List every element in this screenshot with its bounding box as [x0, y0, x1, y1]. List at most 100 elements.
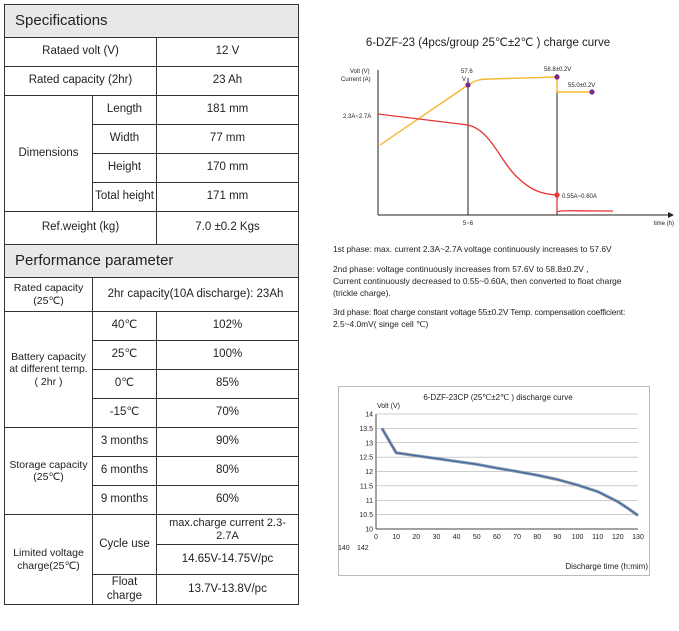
charge-xlabel: time (h): [654, 221, 674, 227]
label-current: 2.3A~2.7A: [343, 114, 371, 120]
storage-3m-value: 90%: [156, 427, 299, 457]
phase3-text-line1: 3rd phase: float charge constant voltage…: [333, 307, 626, 317]
discharge-chart-frame: [338, 386, 650, 576]
weight-tolerance: ±0.2 Kgs: [214, 221, 260, 234]
limited-voltage-label: Limited voltage charge(25℃): [4, 514, 93, 605]
temp-minus15-label: -15℃: [92, 398, 157, 428]
phase2-text-line3: (trickle charge).: [333, 288, 391, 298]
weight-number: 7.0: [195, 221, 212, 234]
discharge-y-tick-label: 13: [365, 440, 373, 447]
width-label: Width: [92, 124, 157, 154]
phase2-text-line1: 2nd phase: voltage continuously increase…: [333, 264, 589, 274]
height-value: 170 mm: [156, 153, 299, 183]
discharge-xlabel: Discharge time (h:mim): [565, 562, 648, 571]
point-550: [589, 89, 595, 95]
temp-0-label: 0℃: [92, 369, 157, 399]
discharge-extra-x-label-140: 140: [338, 545, 350, 552]
charge-chart-title: 6-DZF-23 (4pcs/group 25℃±2℃ ) charge cur…: [366, 37, 610, 49]
label-576: 57.6: [461, 69, 473, 75]
storage-3m-label: 3 months: [92, 427, 157, 457]
storage-6m-value: 80%: [156, 456, 299, 486]
storage-9m-value: 60%: [156, 485, 299, 515]
charge-ylabel-volt: Volt (V): [350, 69, 370, 75]
rated-volt-value: 12 V: [156, 37, 299, 67]
weight-label: Ref.weight (kg): [4, 211, 157, 245]
weight-value: 7.0 ±0.2 Kgs: [156, 211, 299, 245]
perf-rated-capacity-value: 2hr capacity(10A discharge): 23Ah: [92, 277, 299, 312]
discharge-y-tick-label: 14: [365, 412, 373, 419]
label-550: 55.0±0.2V: [568, 83, 595, 89]
dimensions-label: Dimensions: [4, 95, 93, 212]
label-float-current: 0.55A~0.60A: [562, 194, 597, 200]
discharge-y-tick-label: 11.5: [360, 483, 373, 490]
length-label: Length: [92, 95, 157, 125]
discharge-y-tick-label: 10: [365, 527, 373, 534]
discharge-chart-title: 6-DZF-23CP (25℃±2℃ ) discharge curve: [423, 393, 573, 402]
discharge-x-tick-label: 0: [374, 534, 378, 541]
charge-ylabel-current: Current (A): [341, 77, 371, 83]
discharge-line: [381, 427, 639, 517]
discharge-x-tick-label: 50: [473, 534, 481, 541]
storage-9m-label: 9 months: [92, 485, 157, 515]
float-charge-label: Float charge: [92, 574, 157, 605]
phase3-text-line2: 2.5~4.0mV( singe cell ℃): [333, 319, 429, 329]
discharge-x-tick-label: 120: [612, 534, 624, 541]
charge-x-marker: 5~6: [463, 221, 474, 227]
point-576: [465, 82, 471, 88]
total-height-value: 171 mm: [156, 182, 299, 212]
discharge-x-tick-label: 20: [412, 534, 420, 541]
discharge-y-tick-label: 12: [365, 469, 373, 476]
height-label: Height: [92, 153, 157, 183]
voltage-curve: [379, 76, 592, 146]
storage-capacity-label: Storage capacity (25℃): [4, 427, 93, 515]
rated-volt-label: Rataed volt (V): [4, 37, 157, 67]
point-float-current: [554, 192, 560, 198]
float-voltage-value: 13.7V-13.8V/pc: [156, 574, 299, 605]
cycle-use-label: Cycle use: [92, 514, 157, 575]
temp-minus15-value: 70%: [156, 398, 299, 428]
discharge-x-tick-label: 80: [533, 534, 541, 541]
performance-header: Performance parameter: [4, 244, 299, 278]
cycle-current-value: max.charge current 2.3-2.7A: [156, 514, 299, 545]
discharge-x-tick-label: 100: [572, 534, 584, 541]
discharge-x-tick-label: 110: [592, 534, 603, 541]
rated-capacity-label: Rated capacity (2hr): [4, 66, 157, 96]
discharge-x-tick-label: 10: [392, 534, 400, 541]
discharge-y-tick-label: 12.5: [359, 455, 373, 462]
temp-40-label: 40℃: [92, 311, 157, 341]
label-588: 58.8±0.2V: [544, 67, 571, 73]
temp-40-value: 102%: [156, 311, 299, 341]
discharge-x-tick-label: 30: [433, 534, 441, 541]
phase2-text-line2: Current continuously decreased to 0.55~0…: [333, 276, 622, 286]
discharge-extra-x-label-142: 142: [357, 545, 369, 552]
perf-rated-capacity-label: Rated capacity (25℃): [4, 277, 93, 312]
total-height-label: Total height: [92, 182, 157, 212]
temp-25-value: 100%: [156, 340, 299, 370]
label-576-unit: V: [462, 77, 466, 83]
specifications-header: Specifications: [4, 4, 299, 38]
discharge-curve-chart: 6-DZF-23CP (25℃±2℃ ) discharge curve Vol…: [338, 386, 650, 576]
cycle-voltage-value: 14.65V-14.75V/pc: [156, 544, 299, 575]
charge-curve-chart: 6-DZF-23 (4pcs/group 25℃±2℃ ) charge cur…: [341, 37, 674, 227]
battery-capacity-label: Battery capacity at different temp. ( 2h…: [4, 311, 93, 428]
temp-25-label: 25℃: [92, 340, 157, 370]
temp-0-value: 85%: [156, 369, 299, 399]
width-value: 77 mm: [156, 124, 299, 154]
discharge-ylabel: Volt (V): [377, 403, 400, 410]
point-588: [554, 74, 560, 80]
phase1-text: 1st phase: max. current 2.3A~2.7A voltag…: [333, 244, 612, 254]
current-curve: [377, 113, 614, 214]
discharge-y-tick-label: 11: [366, 498, 373, 505]
discharge-x-tick-label: 40: [453, 534, 461, 541]
discharge-x-tick-label: 90: [553, 534, 561, 541]
storage-6m-label: 6 months: [92, 456, 157, 486]
charge-x-arrow: [668, 212, 674, 218]
length-value: 181 mm: [156, 95, 299, 125]
discharge-x-tick-label: 70: [513, 534, 521, 541]
rated-capacity-value: 23 Ah: [156, 66, 299, 96]
spec-table: Specifications Rataed volt (V) 12 V Rate…: [4, 4, 299, 605]
discharge-x-tick-label: 130: [632, 534, 644, 541]
discharge-y-tick-label: 13.5: [359, 426, 373, 433]
discharge-x-tick-label: 60: [493, 534, 501, 541]
discharge-y-tick-label: 10.5: [359, 512, 373, 519]
